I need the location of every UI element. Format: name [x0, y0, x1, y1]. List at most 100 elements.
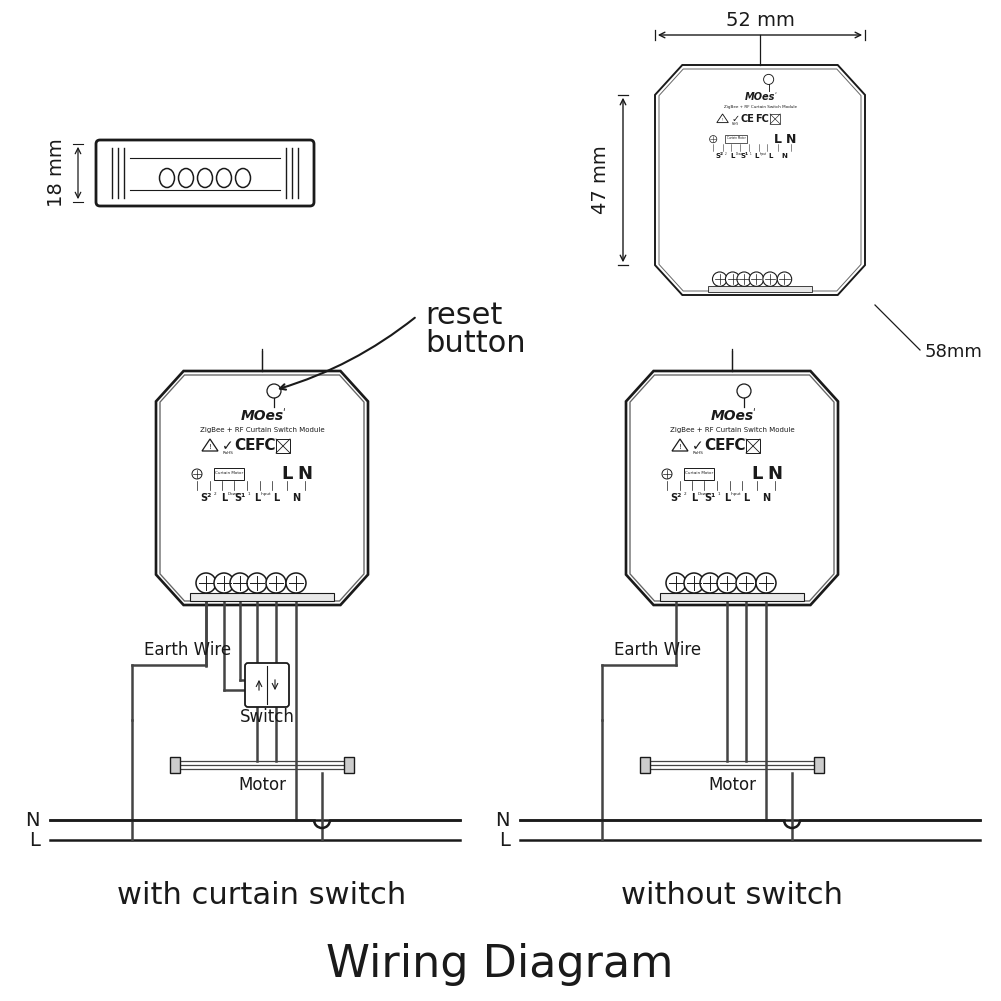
Text: L: L — [774, 133, 782, 146]
Text: ✓: ✓ — [692, 439, 704, 453]
Text: RoHS: RoHS — [222, 451, 233, 455]
Text: Down: Down — [227, 492, 239, 496]
Bar — [708, 286, 812, 292]
Circle shape — [717, 573, 737, 593]
Text: MOes: MOes — [711, 409, 754, 423]
Text: L: L — [724, 493, 730, 503]
Text: L: L — [499, 831, 510, 850]
Bar — [640, 757, 650, 773]
Text: N: N — [768, 465, 783, 483]
Circle shape — [700, 573, 720, 593]
Text: L: L — [752, 465, 763, 483]
Circle shape — [192, 469, 202, 479]
Text: Wiring Diagram: Wiring Diagram — [326, 944, 674, 987]
Text: with curtain switch: with curtain switch — [117, 881, 406, 910]
Text: ʹ: ʹ — [282, 409, 285, 419]
Text: !: ! — [208, 444, 211, 450]
Circle shape — [196, 573, 216, 593]
Text: N: N — [25, 811, 40, 830]
Text: ZigBee + RF Curtain Switch Module: ZigBee + RF Curtain Switch Module — [199, 427, 324, 433]
Text: !: ! — [679, 444, 682, 450]
Text: S¹: S¹ — [234, 493, 245, 503]
Text: ✓: ✓ — [732, 114, 740, 124]
Ellipse shape — [235, 168, 250, 187]
Text: Earth Wire: Earth Wire — [614, 641, 701, 659]
Text: L: L — [29, 831, 40, 850]
Circle shape — [666, 573, 686, 593]
Bar — [746, 439, 760, 453]
Text: ZigBee + RF Curtain Switch Module: ZigBee + RF Curtain Switch Module — [670, 427, 795, 433]
Polygon shape — [717, 114, 729, 122]
Text: L: L — [281, 465, 292, 483]
Text: S¹: S¹ — [740, 153, 748, 159]
Text: 2: 2 — [726, 151, 727, 155]
Text: N: N — [762, 493, 770, 503]
Text: Input: Input — [731, 492, 742, 496]
Text: MOes: MOes — [745, 92, 775, 102]
Circle shape — [763, 272, 778, 286]
Polygon shape — [655, 65, 865, 295]
Text: S²: S² — [716, 153, 724, 159]
Bar — [684, 468, 714, 480]
Bar — [814, 757, 824, 773]
Text: L: L — [691, 493, 697, 503]
Text: 1: 1 — [718, 492, 721, 496]
Ellipse shape — [159, 168, 174, 187]
Text: CE: CE — [705, 438, 726, 453]
Text: L: L — [221, 493, 227, 503]
Text: without switch: without switch — [621, 881, 843, 910]
Circle shape — [214, 573, 234, 593]
Text: RoHS: RoHS — [693, 451, 704, 455]
Text: Curtain Motor: Curtain Motor — [685, 471, 713, 475]
Text: !: ! — [722, 118, 724, 122]
Text: Motor: Motor — [238, 776, 286, 794]
Text: Down: Down — [736, 151, 743, 155]
Circle shape — [247, 573, 267, 593]
Ellipse shape — [216, 168, 231, 187]
Text: ʹ: ʹ — [775, 93, 777, 99]
Text: button: button — [425, 329, 526, 358]
Circle shape — [749, 272, 764, 286]
Circle shape — [230, 573, 250, 593]
Bar — [214, 468, 244, 480]
Text: CE: CE — [234, 438, 255, 453]
Polygon shape — [672, 439, 688, 451]
Circle shape — [736, 573, 756, 593]
Text: reset: reset — [425, 301, 503, 330]
Text: Switch: Switch — [239, 708, 294, 726]
Text: FC: FC — [755, 114, 769, 124]
Bar — [190, 593, 334, 601]
Text: L: L — [754, 153, 759, 159]
Polygon shape — [156, 371, 368, 605]
Circle shape — [737, 272, 752, 286]
Text: N: N — [782, 153, 788, 159]
Text: Input: Input — [760, 151, 767, 155]
Text: MOes: MOes — [240, 409, 283, 423]
Text: Down: Down — [697, 492, 709, 496]
Text: FC: FC — [725, 438, 746, 453]
Text: N: N — [786, 133, 796, 146]
Circle shape — [764, 74, 774, 84]
FancyBboxPatch shape — [245, 663, 289, 707]
Bar — [660, 593, 804, 601]
Circle shape — [778, 272, 792, 286]
Text: S¹: S¹ — [705, 493, 716, 503]
Text: L: L — [743, 493, 749, 503]
Text: 52 mm: 52 mm — [726, 10, 795, 29]
Circle shape — [726, 272, 740, 286]
Text: Earth Wire: Earth Wire — [144, 641, 231, 659]
Bar — [726, 135, 747, 143]
Text: 2: 2 — [684, 492, 687, 496]
Text: RoHS: RoHS — [732, 122, 739, 126]
FancyBboxPatch shape — [96, 140, 314, 206]
Text: ʹ: ʹ — [753, 409, 756, 419]
Text: L: L — [731, 153, 735, 159]
Text: S²: S² — [200, 493, 211, 503]
Text: Motor: Motor — [708, 776, 756, 794]
Circle shape — [710, 135, 717, 143]
Polygon shape — [626, 371, 838, 605]
Text: 47 mm: 47 mm — [592, 145, 611, 214]
Text: ZigBee + RF Curtain Switch Module: ZigBee + RF Curtain Switch Module — [724, 105, 797, 109]
Ellipse shape — [197, 168, 212, 187]
Text: L: L — [273, 493, 279, 503]
